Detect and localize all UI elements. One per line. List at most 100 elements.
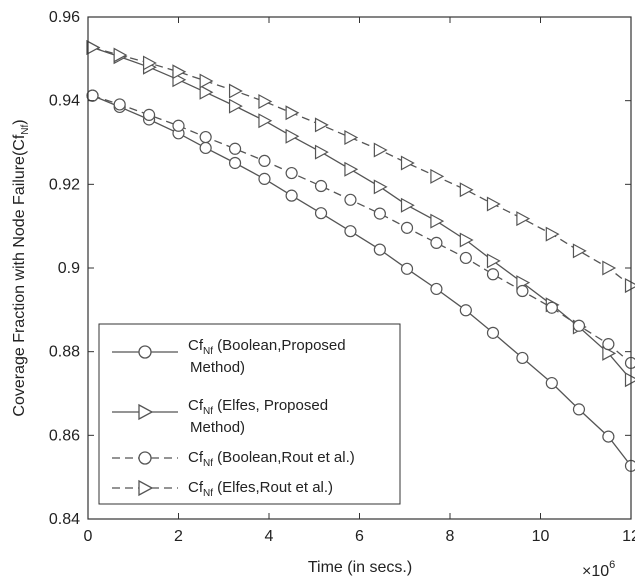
data-point-triangle (314, 144, 329, 160)
legend-entry-elfes-rout: CfNf (Elfes,Rout et al.) (112, 479, 333, 499)
y-axis-label: Coverage Fraction with Node Failure(CfNf… (11, 119, 31, 416)
legend-label-boolean-proposed-line2: Method) (190, 359, 245, 376)
legend-label-boolean-proposed: CfNf (Boolean,Proposed (188, 337, 346, 357)
data-point-triangle (285, 128, 300, 144)
data-point-circle (314, 207, 328, 220)
data-point-triangle (572, 243, 587, 259)
data-point-circle (459, 251, 472, 265)
data-point-circle (285, 166, 298, 180)
data-point-circle (572, 319, 586, 332)
data-point-triangle (624, 372, 635, 388)
data-point-triangle (172, 64, 187, 80)
data-point-triangle (486, 196, 501, 212)
y-axis-label-end: ) (11, 119, 28, 124)
data-point-triangle (258, 113, 273, 129)
data-point-circle (142, 108, 156, 121)
data-point-circle (624, 459, 635, 472)
legend-entry-boolean-proposed: CfNf (Boolean,Proposed Method) (112, 337, 346, 376)
legend-marker-triangle-icon (138, 479, 154, 497)
data-point-circle (624, 356, 635, 370)
data-point-circle (545, 376, 558, 390)
x-axis-multiplier-base: ×10 (582, 563, 609, 580)
data-point-triangle (228, 83, 243, 99)
data-point-circle (113, 98, 126, 111)
data-point-triangle (459, 182, 474, 198)
data-point-triangle (228, 98, 243, 114)
data-point-circle (516, 284, 529, 298)
data-point-circle (486, 326, 500, 339)
legend-marker-circle-icon (138, 451, 152, 465)
x-axis-multiplier-exponent: 6 (609, 559, 615, 571)
legend-label-elfes-proposed: CfNf (Elfes, Proposed (188, 397, 328, 417)
x-tick-label: 0 (84, 528, 93, 545)
data-point-triangle (373, 179, 388, 195)
data-point-triangle (516, 211, 531, 227)
data-point-circle (545, 301, 558, 314)
data-point-circle (373, 207, 386, 220)
y-tick-label: 0.94 (49, 93, 80, 110)
data-point-circle (572, 403, 586, 416)
axis-ticks-group: 0 2 4 6 8 10 12 0.84 0.86 0.88 0.9 0.92 0.94 0.96 (49, 9, 635, 545)
data-point-circle (602, 338, 615, 351)
x-tick-label: 10 (532, 528, 550, 545)
data-point-circle (314, 179, 328, 193)
data-point-circle (373, 243, 386, 256)
data-point-circle (459, 304, 472, 317)
data-point-triangle (400, 155, 415, 171)
legend: CfNf (Boolean,Proposed Method) CfNf (Elf… (98, 323, 401, 505)
data-point-circle (285, 189, 298, 202)
x-axis-label: Time (in secs.) (308, 559, 412, 576)
data-point-circle (430, 236, 443, 249)
data-point-triangle (486, 253, 501, 269)
plot-series-group (86, 40, 635, 472)
data-point-circle (516, 351, 529, 365)
legend-label-boolean-rout: CfNf (Boolean,Rout et al.) (188, 449, 355, 469)
data-point-circle (172, 119, 185, 132)
data-point-triangle (113, 47, 128, 63)
data-point-circle (86, 89, 99, 102)
x-axis-multiplier: ×106 (582, 559, 615, 580)
x-tick-label: 2 (174, 528, 183, 545)
data-point-triangle (199, 73, 214, 89)
data-point-circle (400, 262, 414, 275)
data-point-triangle (624, 278, 635, 294)
data-point-triangle (142, 55, 157, 71)
data-point-circle (258, 172, 271, 185)
y-tick-label: 0.88 (49, 344, 80, 361)
data-point-circle (430, 282, 443, 296)
legend-entry-elfes-proposed: CfNf (Elfes, Proposed Method) (112, 397, 328, 436)
y-axis-label-sub: Nf (20, 124, 31, 134)
data-point-triangle (602, 260, 617, 276)
y-tick-label: 0.84 (49, 511, 80, 528)
y-tick-label: 0.86 (49, 427, 80, 444)
data-point-triangle (373, 142, 388, 158)
data-point-circle (344, 225, 357, 238)
data-point-circle (199, 130, 212, 144)
data-point-triangle (258, 93, 273, 110)
x-tick-label: 4 (265, 528, 274, 545)
y-tick-label: 0.96 (49, 9, 80, 26)
data-point-circle (486, 268, 500, 281)
legend-entry-boolean-rout: CfNf (Boolean,Rout et al.) (112, 449, 355, 469)
data-point-circle (199, 141, 212, 155)
x-tick-label: 6 (355, 528, 364, 545)
data-point-triangle (459, 232, 474, 248)
data-point-triangle (400, 197, 415, 213)
y-axis-label-main: Coverage Fraction with Node Failure(Cf (11, 134, 28, 416)
legend-label-elfes-proposed-line2: Method) (190, 419, 245, 436)
y-tick-label: 0.9 (58, 260, 80, 277)
data-point-triangle (344, 161, 359, 177)
y-tick-label: 0.92 (49, 176, 80, 193)
data-point-triangle (430, 168, 445, 184)
data-point-circle (400, 221, 414, 234)
data-point-triangle (199, 84, 214, 100)
data-point-circle (344, 193, 357, 206)
legend-marker-triangle-icon (138, 403, 154, 421)
data-point-triangle (86, 40, 101, 56)
data-point-circle (228, 156, 242, 170)
x-tick-label: 8 (446, 528, 455, 545)
data-point-triangle (430, 213, 445, 229)
data-point-circle (228, 142, 242, 155)
data-point-circle (258, 154, 271, 168)
